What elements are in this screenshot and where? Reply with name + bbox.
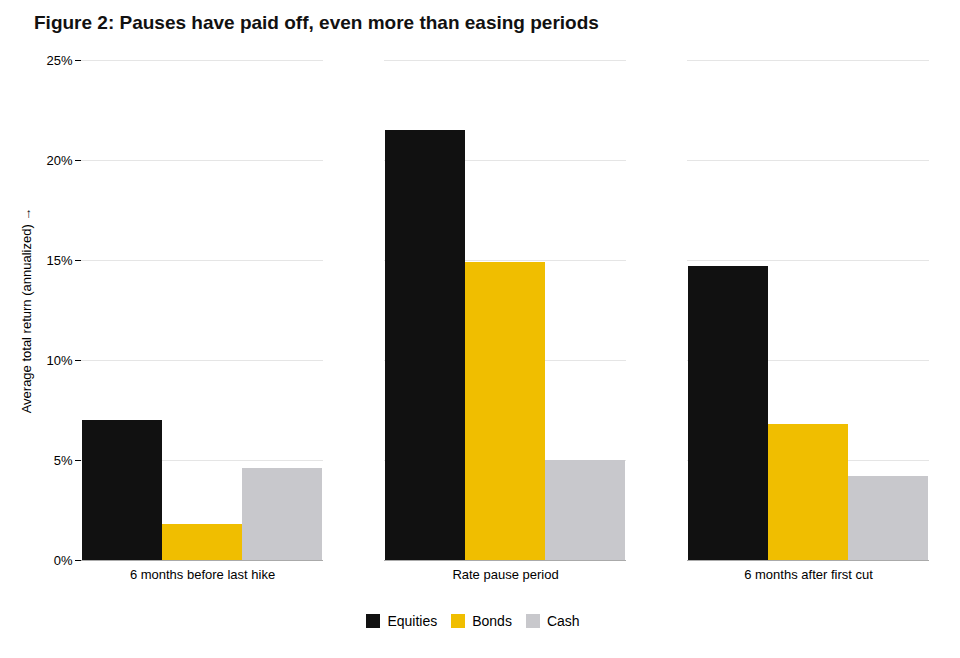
svg-text:Rate pause period: Rate pause period [452,567,558,582]
svg-text:5%: 5% [54,453,73,468]
svg-text:15%: 15% [46,253,72,268]
html-text:Equities: Equities [387,612,438,629]
svg-text:Average total return (annualiz: Average total return (annualized) → [19,208,34,414]
html-text:Bonds: Bonds [472,612,512,629]
svg-text:0%: 0% [54,553,73,568]
html-text:Cash: Cash [546,612,580,629]
svg-text:20%: 20% [46,153,72,168]
svg-text:6 months after first cut: 6 months after first cut [744,567,873,582]
html-text:Figure 2: Pauses have paid off: Figure 2: Pauses have paid off, even mor… [34,12,599,33]
svg-text:25%: 25% [46,53,72,68]
svg-text:6 months before last hike: 6 months before last hike [130,567,275,582]
svg-text:10%: 10% [46,353,72,368]
